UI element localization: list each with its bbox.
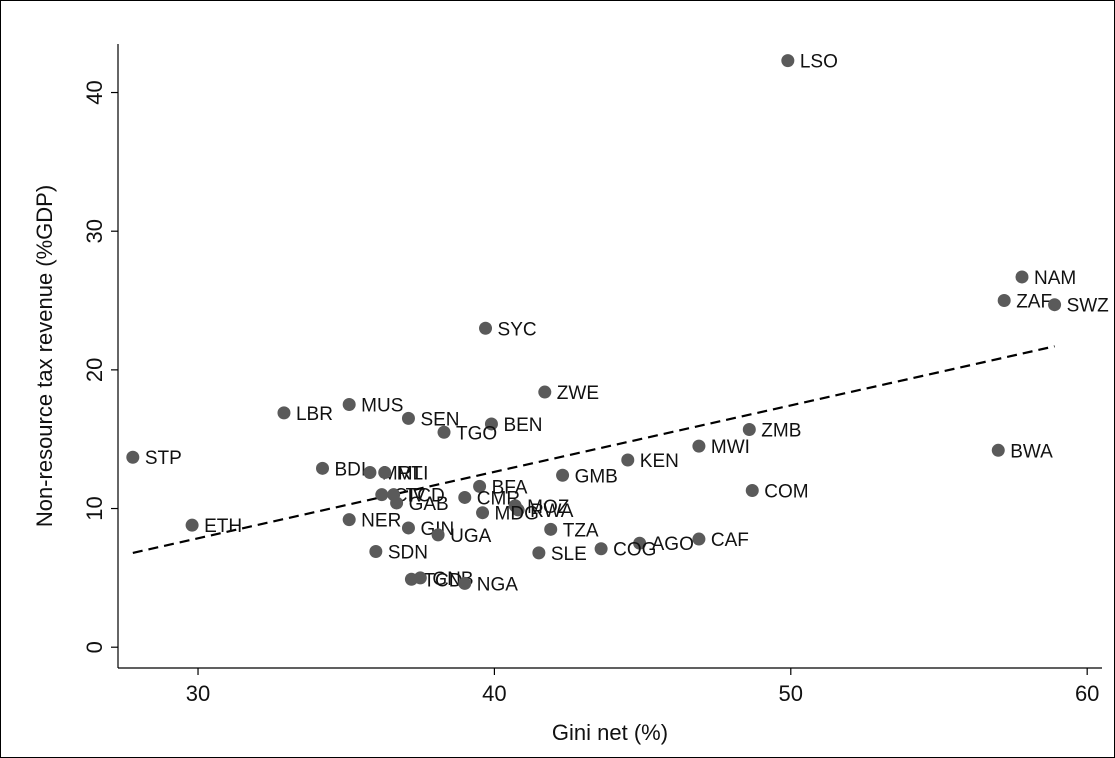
point-label-tcd: TCD — [406, 486, 445, 507]
point-rwa — [511, 503, 525, 517]
point-label-lbr: LBR — [296, 404, 333, 425]
point-tgo — [437, 425, 451, 439]
point-nam — [1015, 270, 1029, 284]
y-tick-label: 40 — [82, 80, 107, 104]
point-ago — [633, 536, 647, 550]
point-uga — [431, 528, 445, 542]
points-group: LSO NAM ZAF SWZ SYC ZWE MUS LBR SEN BEN TGO ZMB MWI B… — [126, 52, 1110, 595]
point-label-mwi: MWI — [711, 437, 750, 458]
y-tick-label: 30 — [82, 219, 107, 243]
point-label-swz: SWZ — [1067, 296, 1110, 317]
point-civ — [375, 488, 389, 502]
y-tick-label: 0 — [82, 641, 107, 653]
point-label-ken: KEN — [640, 451, 679, 472]
point-bwa — [991, 443, 1005, 457]
point-label-mus: MUS — [361, 396, 403, 417]
point-sen — [401, 411, 415, 425]
point-gab — [390, 496, 404, 510]
point-label-sle: SLE — [551, 544, 587, 565]
point-lbr — [277, 406, 291, 420]
point-label-rwa: RWA — [530, 501, 574, 522]
point-label-caf: CAF — [711, 530, 749, 551]
point-label-syc: SYC — [498, 319, 537, 340]
point-label-moz: MOZ — [527, 497, 570, 518]
point-bfa — [473, 479, 487, 493]
point-mwi — [692, 439, 706, 453]
point-label-mdg: MDG — [495, 504, 539, 525]
point-label-bdi: BDI — [335, 459, 367, 480]
point-label-stp: STP — [145, 448, 182, 469]
point-label-gab: GAB — [409, 494, 449, 515]
point-label-uga: UGA — [450, 526, 492, 547]
x-tick-label: 40 — [482, 681, 506, 706]
point-tza — [544, 522, 558, 536]
point-sle — [532, 546, 546, 560]
point-label-lso: LSO — [800, 52, 838, 73]
point-cmr — [458, 490, 472, 504]
point-label-bfa: BFA — [492, 477, 528, 498]
point-label-sdn: SDN — [388, 543, 428, 564]
point-cog — [594, 542, 608, 556]
point-zaf — [997, 294, 1011, 308]
point-label-zmb: ZMB — [761, 420, 801, 441]
point-stp — [126, 450, 140, 464]
axes: 30 40 50 60 0 10 20 30 40 — [82, 44, 1102, 706]
point-lso — [781, 54, 795, 68]
point-label-ner: NER — [361, 511, 401, 532]
point-gnb — [413, 571, 427, 585]
point-ken — [621, 453, 635, 467]
point-label-bwa: BWA — [1010, 441, 1053, 462]
point-mrt — [363, 465, 377, 479]
y-axis-title: Non-resource tax revenue (%GDP) — [32, 185, 57, 527]
x-tick-label: 30 — [186, 681, 210, 706]
point-caf — [692, 532, 706, 546]
point-syc — [479, 321, 493, 335]
fit-line — [132, 345, 1055, 554]
point-gmb — [556, 468, 570, 482]
point-com — [745, 484, 759, 498]
point-mli — [378, 465, 392, 479]
point-label-tza: TZA — [563, 520, 599, 541]
point-label-ago: AGO — [652, 534, 694, 555]
fit-line-group — [132, 345, 1055, 554]
point-label-tcd: TCD — [423, 570, 462, 591]
point-zmb — [742, 422, 756, 436]
point-mus — [342, 398, 356, 412]
point-ben — [484, 417, 498, 431]
x-tick-label: 50 — [779, 681, 803, 706]
point-label-nga: NGA — [477, 574, 519, 595]
point-label-eth: ETH — [204, 516, 242, 537]
point-eth — [185, 518, 199, 532]
point-bdi — [316, 461, 330, 475]
point-label-zwe: ZWE — [557, 383, 599, 404]
point-label-nam: NAM — [1034, 268, 1076, 289]
point-ner — [342, 513, 356, 527]
point-label-mrt: MRT — [382, 463, 423, 484]
point-label-sen: SEN — [420, 409, 459, 430]
x-tick-label: 60 — [1075, 681, 1099, 706]
point-sdn — [369, 545, 383, 559]
y-tick-label: 10 — [82, 496, 107, 520]
point-gin — [401, 521, 415, 535]
point-nga — [458, 576, 472, 590]
point-zwe — [538, 385, 552, 399]
point-label-cog: COG — [613, 540, 656, 561]
y-tick-label: 20 — [82, 358, 107, 382]
point-label-com: COM — [764, 482, 808, 503]
point-label-mli: MLI — [397, 463, 429, 484]
x-axis-title: Gini net (%) — [552, 720, 668, 745]
point-swz — [1048, 298, 1062, 312]
point-label-zaf: ZAF — [1016, 292, 1052, 313]
point-label-gmb: GMB — [575, 466, 618, 487]
point-label-ben: BEN — [503, 415, 542, 436]
point-label-tgo: TGO — [456, 423, 497, 444]
point-mdg — [476, 506, 490, 520]
